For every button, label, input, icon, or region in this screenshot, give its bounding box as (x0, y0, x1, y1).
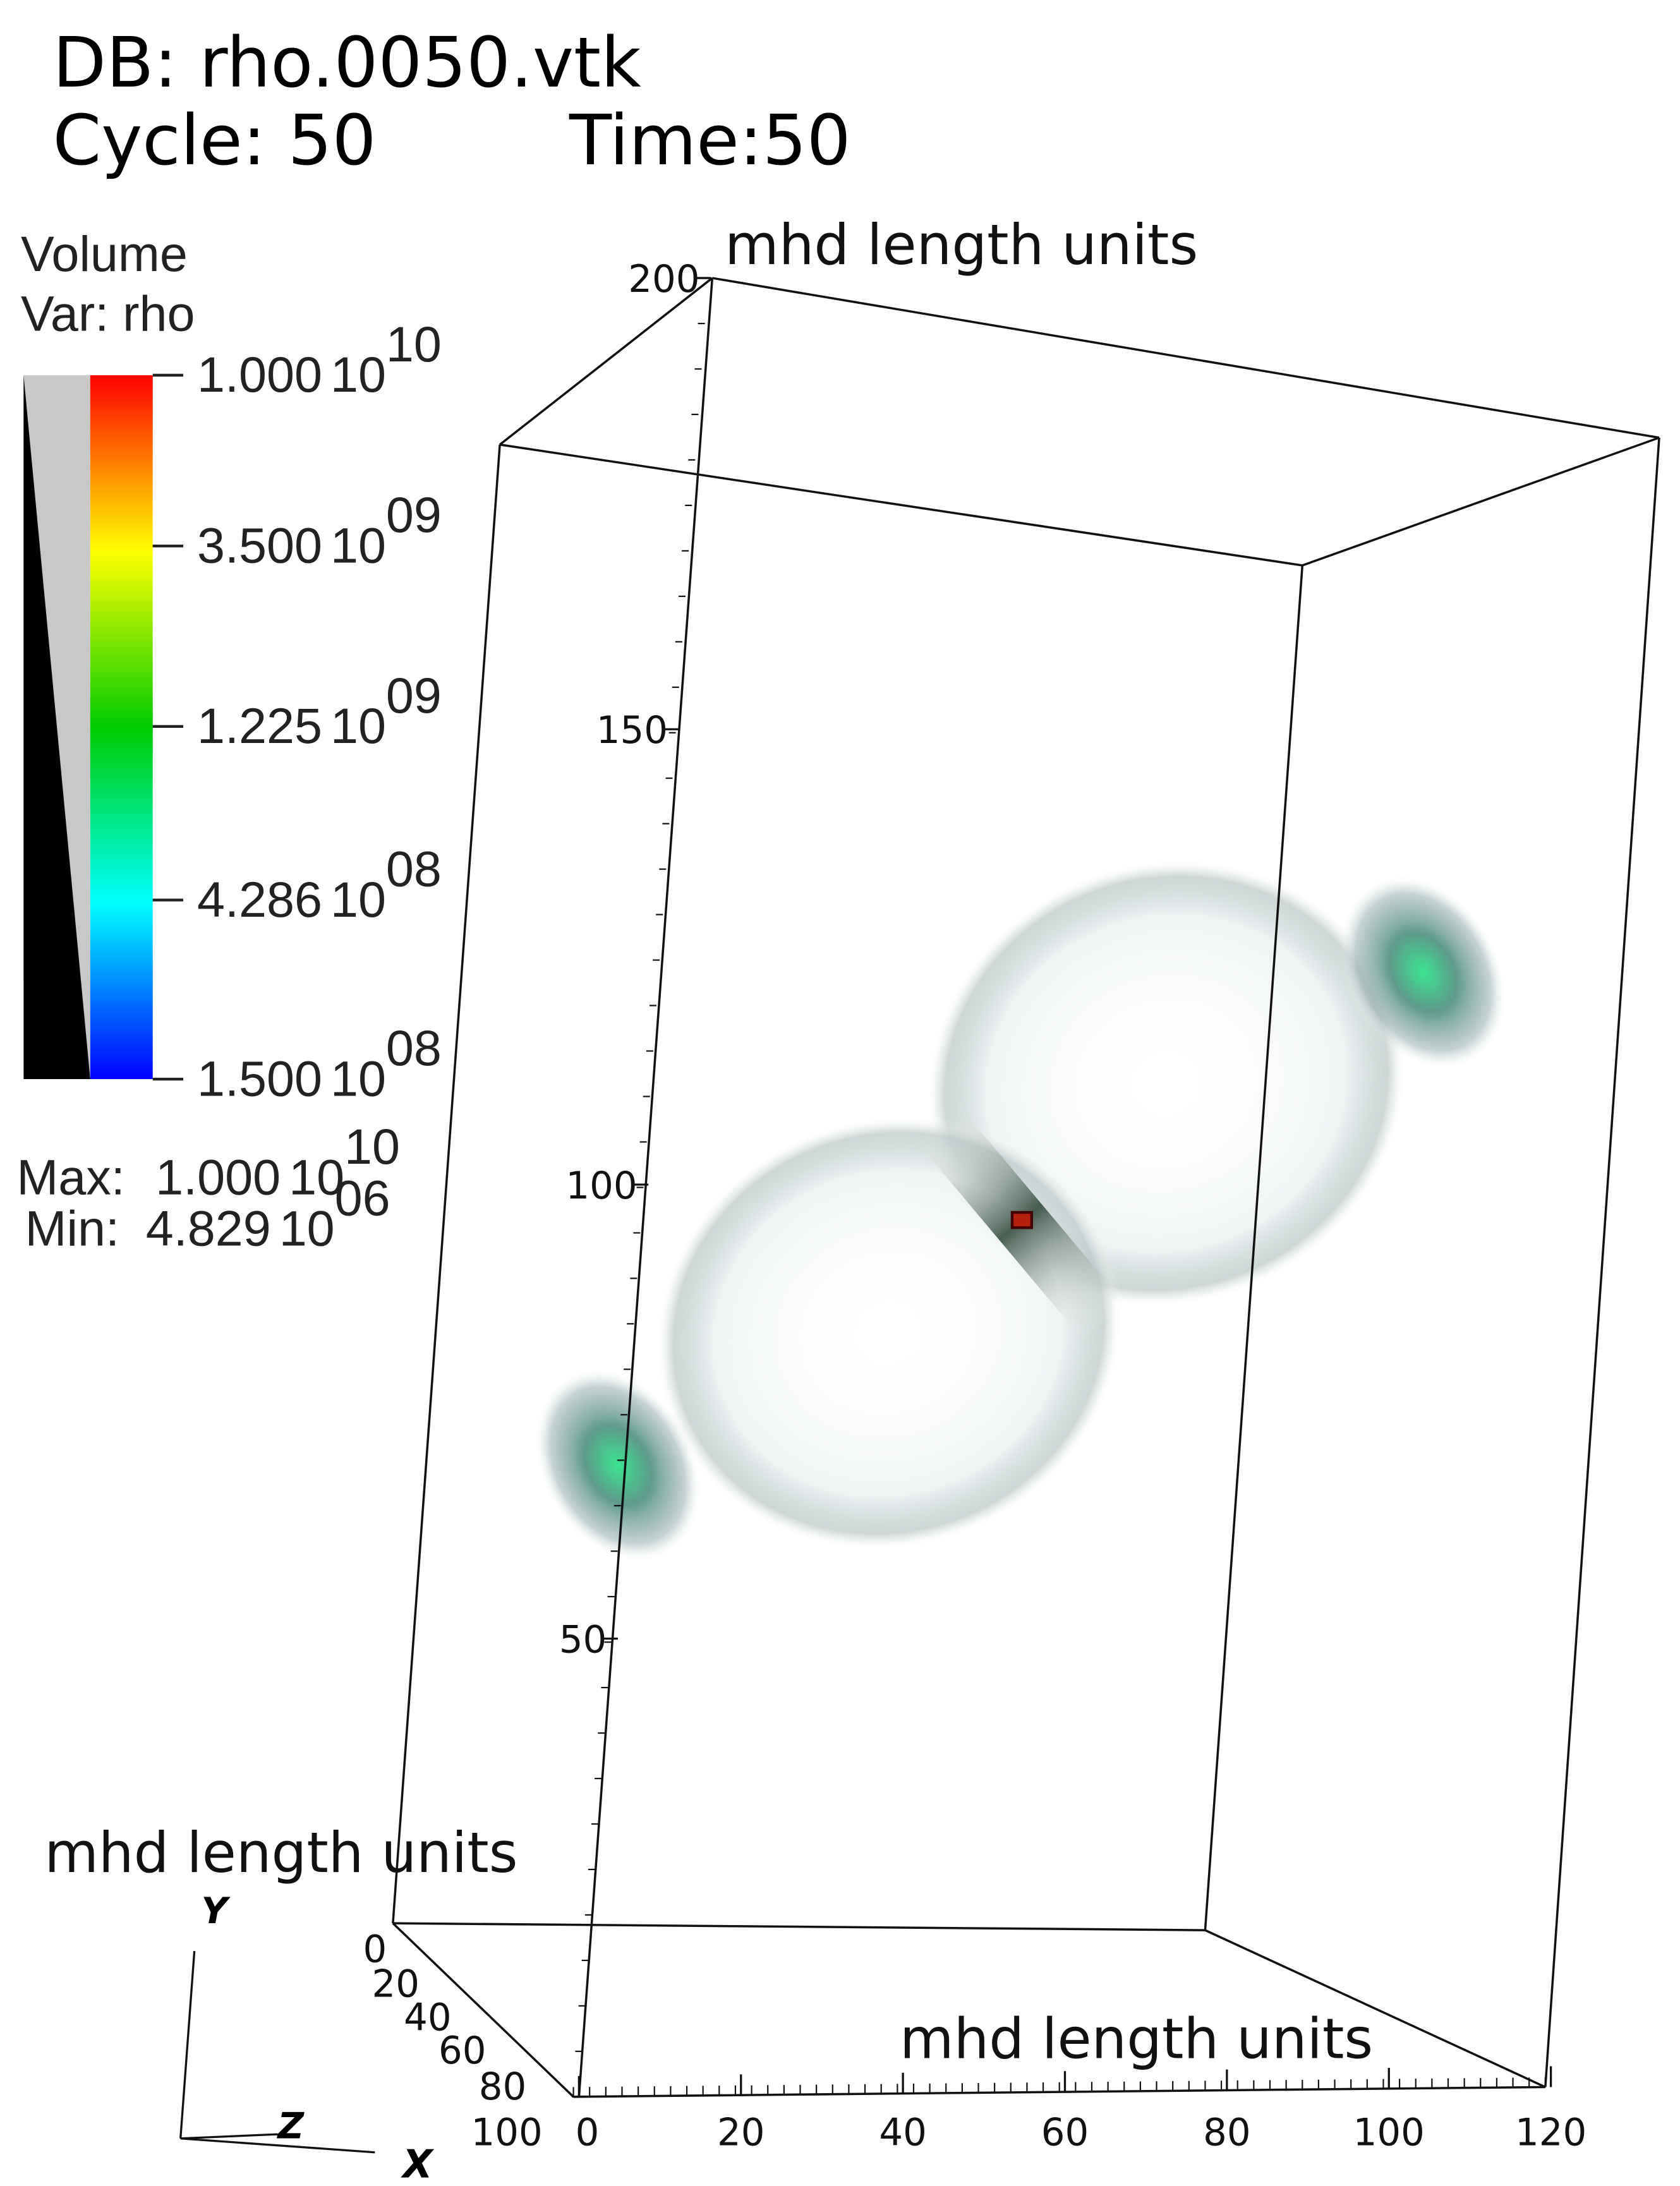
z-tick-label: 40 (404, 1995, 452, 2039)
legend-tick-base: 10 (330, 517, 386, 574)
triad-z: Z (277, 2106, 305, 2147)
x-tick-label: 80 (1203, 2111, 1251, 2154)
legend-title: Volume (21, 226, 188, 282)
x-tick-label: 0 (576, 2111, 600, 2154)
triad-x: X (400, 2141, 434, 2186)
z-tick-label: 20 (372, 1962, 420, 2006)
triad (179, 1950, 375, 2154)
legend-tick-mantissa: 1.500 (197, 1050, 322, 1106)
legend-tick-base: 10 (330, 871, 386, 927)
y-axis-title: mhd length units (725, 212, 1198, 277)
legend-tick-base: 10 (330, 346, 386, 402)
legend-tick-mantissa: 1.225 (197, 697, 322, 754)
z-axis-title: mhd length units (44, 1820, 517, 1885)
max-mantissa: 1.000 (155, 1149, 281, 1205)
legend-tick-mantissa: 4.286 (197, 871, 322, 927)
min-base: 10 (279, 1200, 335, 1257)
y-tick-label: 50 (559, 1618, 607, 1662)
legend-tick-mantissa: 3.500 (197, 517, 322, 574)
cycle-label: Cycle: 50 (53, 100, 377, 181)
legend-tick-exponent: 09 (386, 667, 442, 723)
legend-tick-base: 10 (330, 697, 386, 754)
y-tick-label: 150 (596, 708, 668, 752)
x-tick-label: 60 (1041, 2111, 1089, 2154)
x-tick-label: 40 (879, 2111, 927, 2154)
legend-var: Var: rho (21, 286, 195, 342)
triad-y: Y (202, 1890, 231, 1932)
z-tick-label: 60 (438, 2029, 486, 2072)
x-tick-label: 20 (717, 2111, 765, 2154)
y-tick-label: 100 (565, 1164, 637, 1207)
x-tick-label: 100 (1353, 2111, 1425, 2154)
x-tick-label: 120 (1515, 2111, 1586, 2154)
legend-tick-exponent: 08 (386, 841, 442, 897)
time-label: Time:50 (569, 100, 851, 181)
min-mantissa: 4.829 (146, 1200, 271, 1257)
max-label: Max: (16, 1149, 124, 1205)
y-tick-label: 200 (628, 257, 699, 301)
legend-tick-mantissa: 1.000 (197, 346, 322, 402)
min-exponent: 06 (335, 1169, 390, 1226)
legend-tick-exponent: 09 (386, 486, 442, 543)
max-exponent: 10 (344, 1118, 400, 1175)
legend-tick-exponent: 10 (386, 316, 442, 372)
z-tick-label: 0 (363, 1928, 387, 1971)
legend-tick-base: 10 (330, 1050, 386, 1106)
max-base: 10 (289, 1149, 344, 1205)
db-label: DB: rho.0050.vtk (53, 22, 642, 103)
color-bar (23, 375, 153, 1080)
x-axis-title: mhd length units (900, 2006, 1373, 2071)
z-tick-label: 100 (471, 2111, 542, 2154)
min-label: Min: (25, 1200, 119, 1257)
volume-render (533, 859, 1508, 1563)
z-tick-label: 80 (479, 2065, 527, 2108)
legend-tick-exponent: 08 (386, 1020, 442, 1076)
